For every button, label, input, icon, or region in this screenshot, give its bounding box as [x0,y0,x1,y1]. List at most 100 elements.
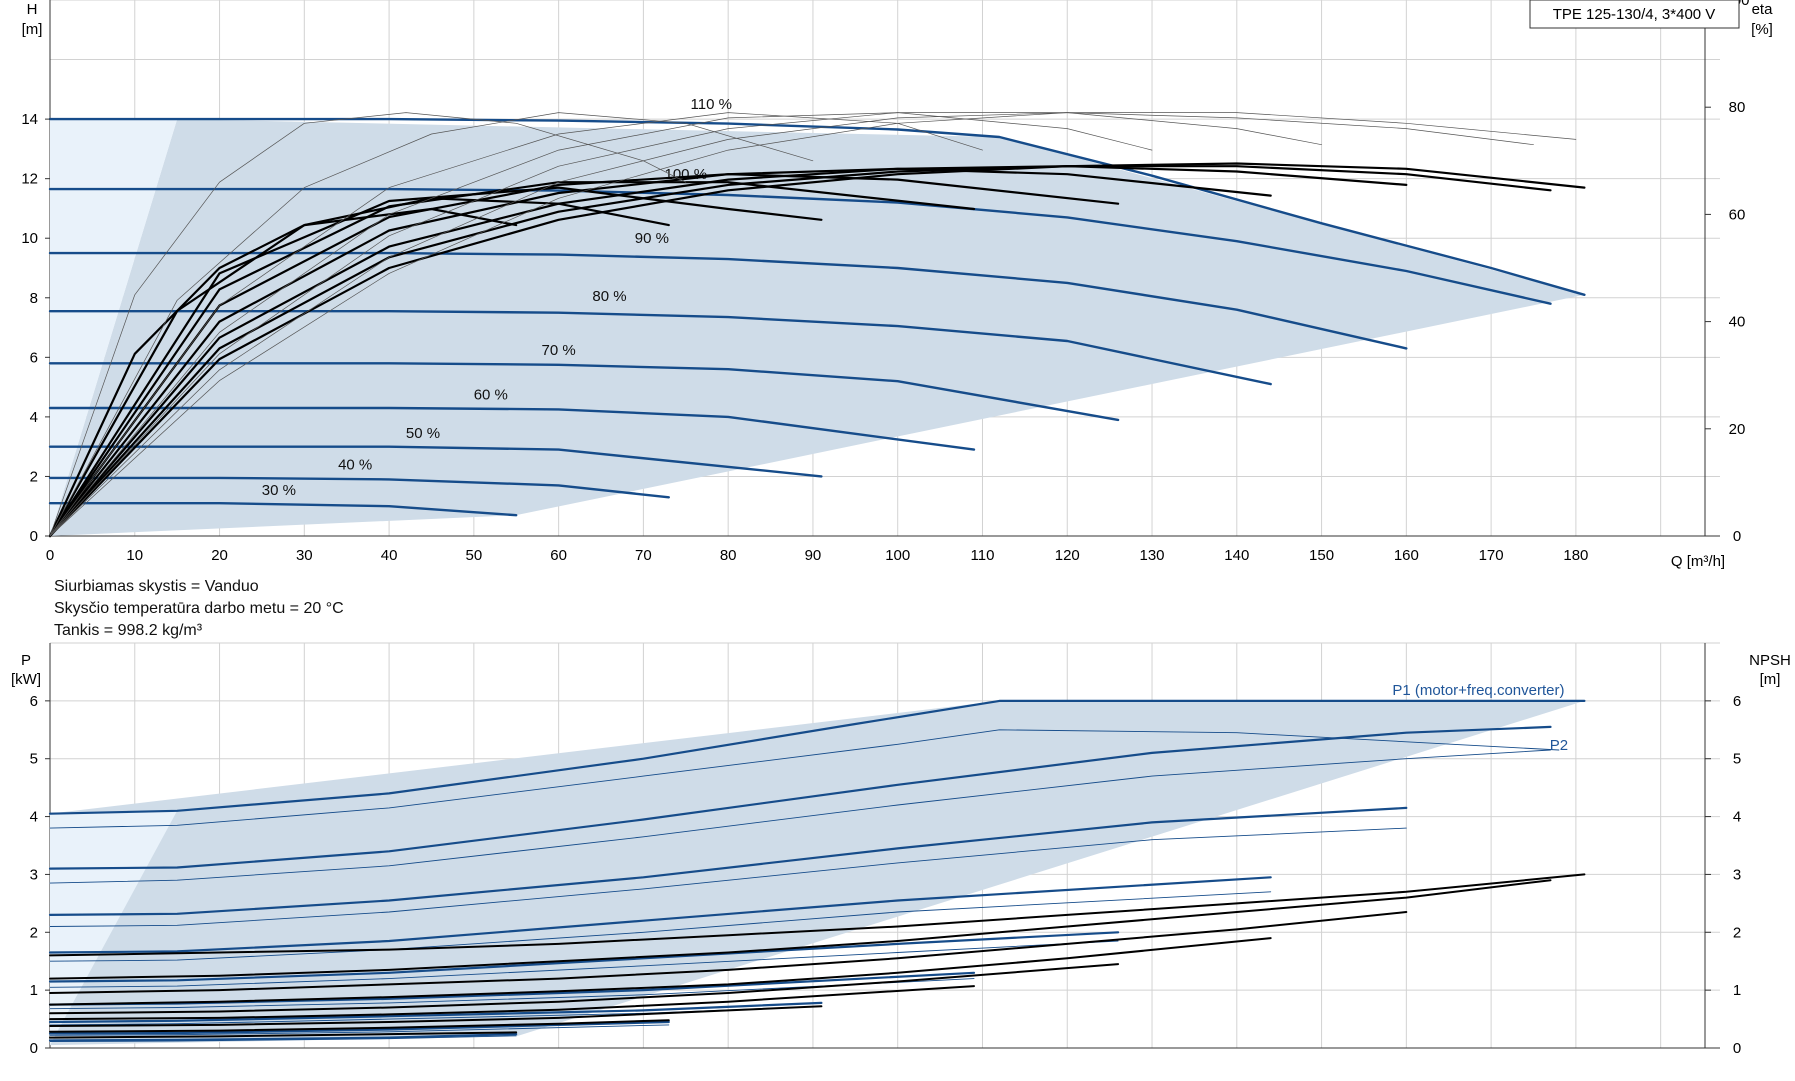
series-p2-17 [49,1035,517,1043]
series-p2-11 [49,827,1407,927]
y2-tick-label: 2 [1733,924,1741,941]
eta-y-axis-label-line2: [%] [1751,21,1773,38]
series-eta-16 [48,197,670,538]
series-eta_thin-21 [49,112,1153,537]
y2-tick-label: 0 [1733,528,1741,545]
x-tick-label: 20 [211,547,228,564]
pumped-liquid-info: Siurbiamas skystis = Vanduo [54,578,259,595]
liquid-temperature-info: Skysčio temperatūra darbo metu = 20 °C [54,600,344,617]
series-p1-3 [48,876,1272,954]
eta-y-axis-label-line1: eta [1752,1,1774,18]
min-flow-area [50,119,178,536]
series-p2-16 [49,1024,670,1036]
y2-tick-label: 3 [1733,866,1741,883]
series-eta_thin-18 [49,112,687,537]
pump-title-box [1529,0,1740,29]
series-eta_thin-23 [49,112,1534,537]
head-y-axis-label-line2: [m] [22,21,43,38]
series-npsh-21 [49,937,1272,1006]
x-tick-label: 50 [466,547,483,564]
series-p2-12 [49,891,1272,962]
x-tick-label: 170 [1479,547,1504,564]
y-tick-label: 0 [30,528,38,545]
y-tick-label: 14 [21,111,38,128]
series-eta-10 [48,165,1552,538]
y-tick-label: 2 [30,468,38,485]
series-eta-12 [48,167,1272,538]
y2-tick-label: 5 [1733,751,1741,768]
series-p1-8 [48,1033,518,1042]
x-tick-label: 40 [381,547,398,564]
series-head-1 [48,187,1552,305]
series-npsh-24 [49,1005,823,1027]
series-p1-6 [48,1001,823,1024]
series-head-3 [48,310,1272,386]
x-tick-label: 180 [1563,547,1588,564]
series-p1-4 [48,931,1120,983]
series-p1-2 [48,806,1408,916]
x-tick-label: 160 [1394,547,1419,564]
x-tick-label: 30 [296,547,313,564]
series-head-2 [48,251,1408,350]
p1-curve-label: P1 (motor+freq.converter) [1392,682,1564,699]
series-p1-0 [48,699,1586,815]
series-npsh-18 [49,873,1586,957]
series-eta_thin-24 [49,112,1577,537]
x-tick-label: 100 [885,547,910,564]
speed-label: 70 % [542,342,576,359]
npsh-y-axis-label-line2: [m] [1760,671,1781,688]
power-tick-labels: 0 1 2 3 4 5 6 0 1 2 3 4 5 6 [30,693,1742,1057]
x-tick-label: 80 [720,547,737,564]
head-series: 110 % 100 % 90 % 80 % 70 % 60 % 50 % 40 % 30 % [48,96,1586,538]
p2-curve-label: P2 [1550,737,1568,754]
series-eta_thin-22 [49,112,1322,537]
series-npsh-26 [49,1031,518,1039]
series-eta-11 [48,165,1408,538]
series-eta_thin-19 [49,112,814,537]
series-head-6 [48,445,823,478]
power-y-axis-label-line2: [kW] [11,671,41,688]
series-npsh-23 [49,985,975,1021]
power-series [48,699,1586,1043]
speed-label: 110 % [691,96,732,113]
npsh-y-axis-label-line1: NPSH [1749,652,1791,669]
series-npsh-25 [49,1019,670,1033]
series-head-4 [48,362,1120,422]
series-eta-15 [48,186,823,538]
series-head-7 [48,476,670,499]
pump-title: TPE 125-130/4, 3*400 V [1553,6,1716,23]
y-tick-label: 4 [30,409,38,426]
y2-tick-label: 1 [1733,982,1741,999]
series-p2-13 [49,940,1119,988]
operating-area [50,119,1585,536]
y-tick-label: 0 [30,1040,38,1057]
x-tick-label: 0 [46,547,54,564]
y2-tick-label: 4 [1733,809,1741,826]
x-tick-label: 150 [1309,547,1334,564]
y-tick-label: 3 [30,866,38,883]
y-tick-label: 5 [30,751,38,768]
power-y-axis-label-line1: P [21,652,31,669]
series-npsh-19 [49,879,1552,980]
x-tick-label: 70 [635,547,652,564]
speed-label: 40 % [338,456,372,473]
x-tick-label: 10 [126,547,143,564]
x-tick-label: 60 [550,547,567,564]
y2-tick-label: 40 [1729,314,1746,331]
y2-tick-label: 6 [1733,693,1741,710]
y-tick-label: 8 [30,290,38,307]
series-head-5 [48,406,976,451]
y-tick-label: 1 [30,982,38,999]
x-tick-label: 130 [1140,547,1165,564]
y-tick-label: 4 [30,809,38,826]
series-p2-9 [49,729,1560,829]
y2-tick-label: 60 [1729,206,1746,223]
y2-tick-label: 0 [1733,1040,1741,1057]
head-panel: 110 % 100 % 90 % 80 % 70 % 60 % 50 % 40 % 30 % 0… [21,0,1773,570]
x-tick-label: 90 [805,547,822,564]
speed-label: 60 % [474,386,508,403]
flow-x-axis-label: Q [m³/h] [1671,553,1725,570]
series-p2-10 [49,749,1551,884]
x-tick-label: 110 [971,547,995,564]
